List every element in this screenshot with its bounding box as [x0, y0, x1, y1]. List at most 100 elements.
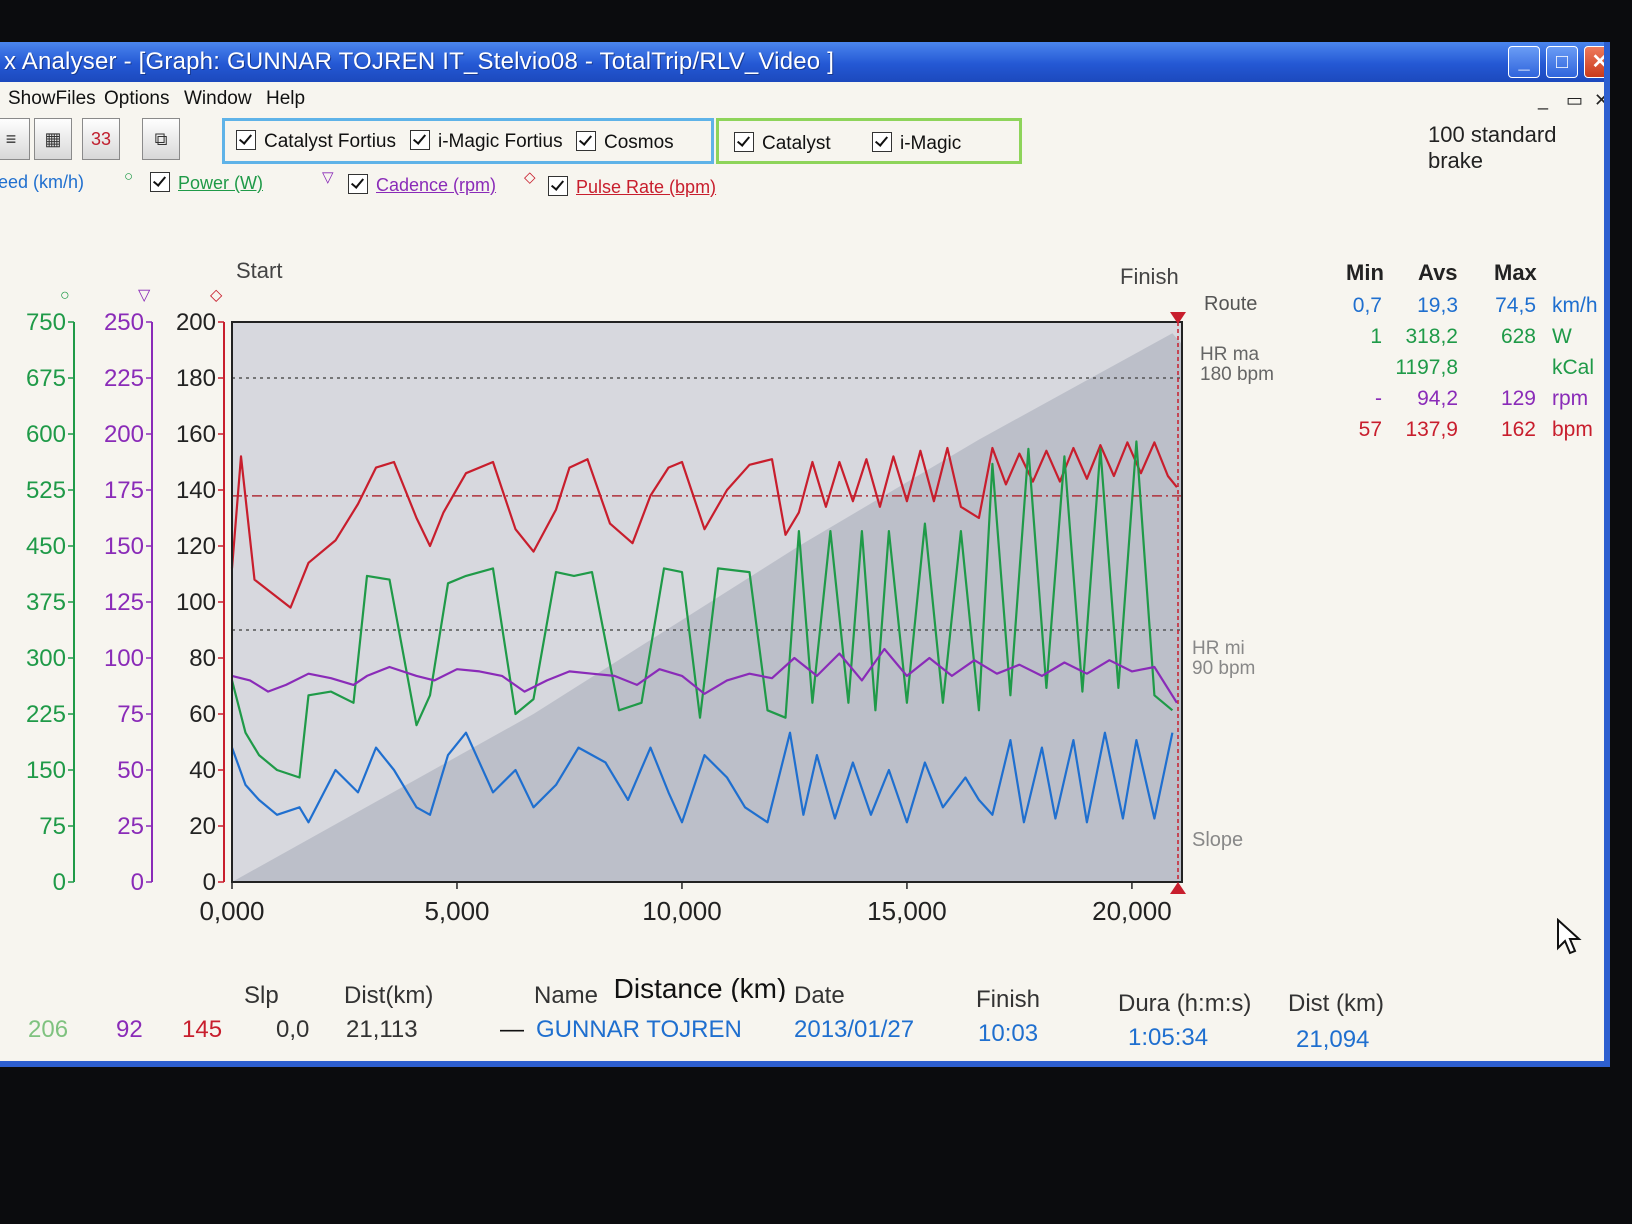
trainer-group-1: [222, 118, 714, 164]
route-marker-icon: [1170, 312, 1186, 324]
maximize-button[interactable]: □: [1546, 46, 1578, 78]
power-marker-icon: ○: [124, 168, 134, 185]
tool-icon-1[interactable]: ≡: [0, 118, 30, 160]
series-line: [230, 441, 1178, 609]
stat-max-value: 162: [1500, 418, 1536, 441]
mdi-minimize-icon[interactable]: _: [1538, 90, 1549, 110]
stat-min-value: 1: [1370, 325, 1382, 348]
route-label: Route: [1204, 293, 1257, 315]
mdi-close-icon[interactable]: ✕: [1594, 90, 1610, 110]
checkbox-imagic[interactable]: i-Magic: [872, 132, 961, 155]
trip-chart[interactable]: Start Finish ○75067560052545037530022515…: [0, 202, 1300, 1002]
y-tick-label: 75: [39, 813, 66, 840]
stat-avg-value: 137,9: [1405, 418, 1458, 441]
status-slp-header: Slp: [244, 982, 279, 1009]
legend-speed: eed (km/h): [0, 172, 85, 192]
mdi-restore-icon[interactable]: ▭: [1566, 90, 1584, 110]
y-tick-label: 450: [26, 533, 66, 560]
y-tick-label: 40: [189, 757, 216, 784]
status-duration-value: 1:05:34: [1128, 1024, 1209, 1051]
status-pulse-value: 145: [182, 1016, 223, 1043]
x-axis-label: Distance (km): [614, 973, 787, 1002]
checkbox-icon: [576, 131, 596, 151]
hr-min-label: HR mi: [1192, 638, 1245, 659]
status-dist-header: Dist(km): [344, 982, 434, 1009]
plot-frame: [231, 321, 1183, 883]
menu-window[interactable]: Window: [184, 88, 252, 109]
checkbox-pulse[interactable]: Pulse Rate (bpm): [548, 176, 716, 198]
application-window: x Analyser - [Graph: GUNNAR TOJREN IT_St…: [0, 42, 1610, 1067]
stat-unit: kCal: [1552, 356, 1595, 379]
y-tick-label: 250: [104, 309, 144, 336]
checkbox-icon: [410, 130, 430, 150]
y-tick-label: 200: [176, 309, 216, 336]
status-power-value: 206: [28, 1016, 69, 1043]
stats-max-header: Max: [1494, 260, 1537, 285]
checkbox-icon: [150, 172, 170, 192]
stat-avg-value: 1197,8: [1395, 356, 1458, 379]
status-rider-name[interactable]: GUNNAR TOJREN: [536, 1016, 742, 1043]
checkbox-label: Catalyst Fortius: [264, 131, 396, 152]
stat-min-value: 0,7: [1352, 294, 1382, 317]
checkbox-imagic-fortius[interactable]: i-Magic Fortius: [410, 130, 563, 153]
x-tick-label: 15,000: [867, 896, 947, 926]
checkbox-cosmos[interactable]: Cosmos: [576, 131, 674, 154]
y-tick-label: 140: [176, 477, 216, 504]
status-distance-header: Dist (km): [1288, 990, 1384, 1017]
menu-help[interactable]: Help: [266, 88, 306, 109]
x-tick-label: 10,000: [642, 896, 722, 926]
checkbox-label: Pulse Rate (bpm): [576, 177, 717, 197]
y-tick-label: 0: [131, 869, 144, 896]
route-marker-icon: [1170, 882, 1186, 894]
title-bar[interactable]: x Analyser - [Graph: GUNNAR TOJREN IT_St…: [0, 42, 1604, 82]
status-name-header: Name: [534, 982, 599, 1009]
finish-label: Finish: [1120, 264, 1179, 289]
minimize-button[interactable]: _: [1508, 46, 1540, 78]
close-button[interactable]: ✕: [1584, 46, 1604, 78]
stat-unit: bpm: [1552, 418, 1593, 441]
y-tick-label: 20: [189, 813, 216, 840]
axis-marker-icon: ▽: [138, 287, 151, 304]
status-finish-value: 10:03: [978, 1020, 1039, 1047]
stat-max-value: 628: [1500, 325, 1536, 348]
axis-marker-icon: ○: [60, 287, 70, 304]
slope-label: Slope: [1192, 829, 1243, 851]
brake-label: 100 standard brake: [1428, 122, 1557, 173]
status-distance-value: 21,113: [346, 1016, 418, 1043]
stat-max-value: 129: [1500, 387, 1536, 410]
series-line: [230, 440, 1174, 779]
series-line: [230, 731, 1174, 824]
y-tick-label: 300: [26, 645, 66, 672]
checkbox-power[interactable]: Power (W): [150, 172, 263, 194]
menu-showfiles[interactable]: ShowFiles: [8, 88, 96, 109]
stat-unit: W: [1552, 325, 1572, 348]
y-tick-label: 750: [26, 309, 66, 336]
checkbox-label: Power (W): [178, 173, 263, 193]
stat-avg-value: 94,2: [1417, 387, 1458, 410]
status-cadence-value: 92: [116, 1016, 143, 1043]
menu-bar: ShowFiles Options Window Help: [0, 82, 1604, 116]
y-tick-label: 375: [26, 589, 66, 616]
status-date-value: 2013/01/27: [794, 1016, 915, 1043]
pulse-marker-icon: ◇: [524, 169, 536, 186]
mouse-pointer-icon: [1557, 918, 1582, 955]
menu-options[interactable]: Options: [104, 88, 170, 109]
y-tick-label: 150: [26, 757, 66, 784]
checkbox-label: Catalyst: [762, 133, 831, 154]
y-tick-label: 600: [26, 421, 66, 448]
slope-area: [232, 333, 1182, 882]
checkbox-catalyst-fortius[interactable]: Catalyst Fortius: [236, 130, 396, 153]
x-tick-label: 0,000: [199, 896, 264, 926]
checkbox-label: Cadence (rpm): [376, 175, 497, 195]
stat-max-value: 74,5: [1495, 294, 1536, 317]
y-tick-label: 225: [104, 365, 144, 392]
windows-icon[interactable]: ⧉: [142, 118, 180, 160]
columns-icon[interactable]: ▦: [34, 118, 72, 160]
hr-min-label: 90 bpm: [1192, 658, 1255, 679]
numbers-icon[interactable]: 33: [82, 118, 120, 160]
checkbox-cadence[interactable]: Cadence (rpm): [348, 174, 496, 196]
stat-min-value: 57: [1358, 418, 1382, 441]
checkbox-icon: [734, 132, 754, 152]
status-distance-total: 21,094: [1296, 1026, 1370, 1053]
checkbox-catalyst[interactable]: Catalyst: [734, 132, 831, 155]
